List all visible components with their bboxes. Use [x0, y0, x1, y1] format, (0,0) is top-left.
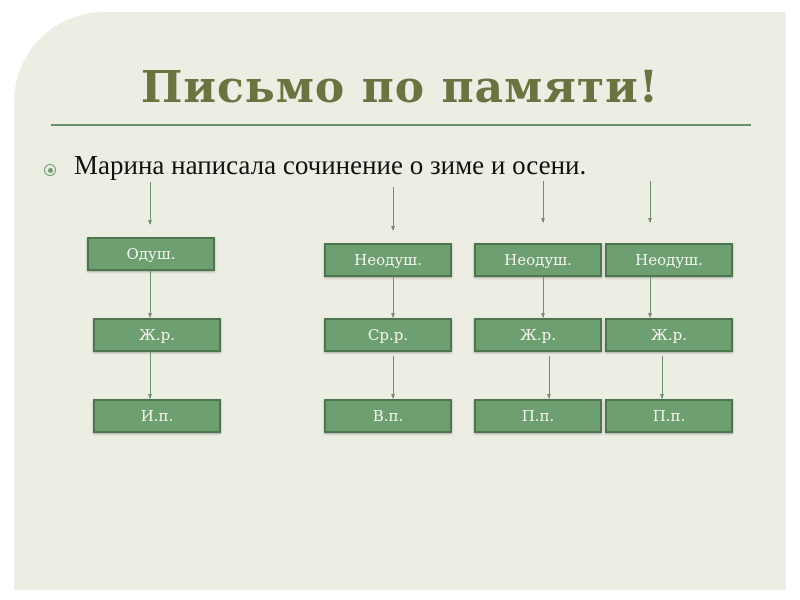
- arrow: [148, 271, 152, 318]
- arrow: [148, 182, 152, 225]
- box-col1-gender: Ж.р.: [93, 318, 221, 352]
- arrow: [541, 277, 545, 318]
- arrow: [148, 352, 152, 399]
- arrow: [648, 181, 652, 223]
- box-col1-animacy: Одуш.: [87, 237, 215, 271]
- box-col4-animacy: Неодуш.: [605, 243, 733, 277]
- slide-background: [14, 12, 786, 590]
- arrow: [391, 187, 395, 231]
- slide-title: Письмо по памяти!: [140, 62, 660, 113]
- box-col4-case: П.п.: [605, 399, 733, 433]
- box-col2-gender: Ср.р.: [324, 318, 452, 352]
- arrow: [648, 277, 652, 318]
- box-col3-case: П.п.: [474, 399, 602, 433]
- box-col2-case: В.п.: [324, 399, 452, 433]
- arrow: [541, 181, 545, 223]
- box-col1-case: И.п.: [93, 399, 221, 433]
- bullet-icon: [44, 164, 56, 176]
- box-col4-gender: Ж.р.: [605, 318, 733, 352]
- box-col3-gender: Ж.р.: [474, 318, 602, 352]
- title-divider: [51, 124, 751, 126]
- arrow: [391, 277, 395, 318]
- box-col3-animacy: Неодуш.: [474, 243, 602, 277]
- arrow: [660, 356, 664, 399]
- box-col2-animacy: Неодуш.: [324, 243, 452, 277]
- sentence-text: Марина написала сочинение о зиме и осени…: [74, 150, 587, 180]
- arrow: [391, 356, 395, 399]
- arrow: [547, 356, 551, 399]
